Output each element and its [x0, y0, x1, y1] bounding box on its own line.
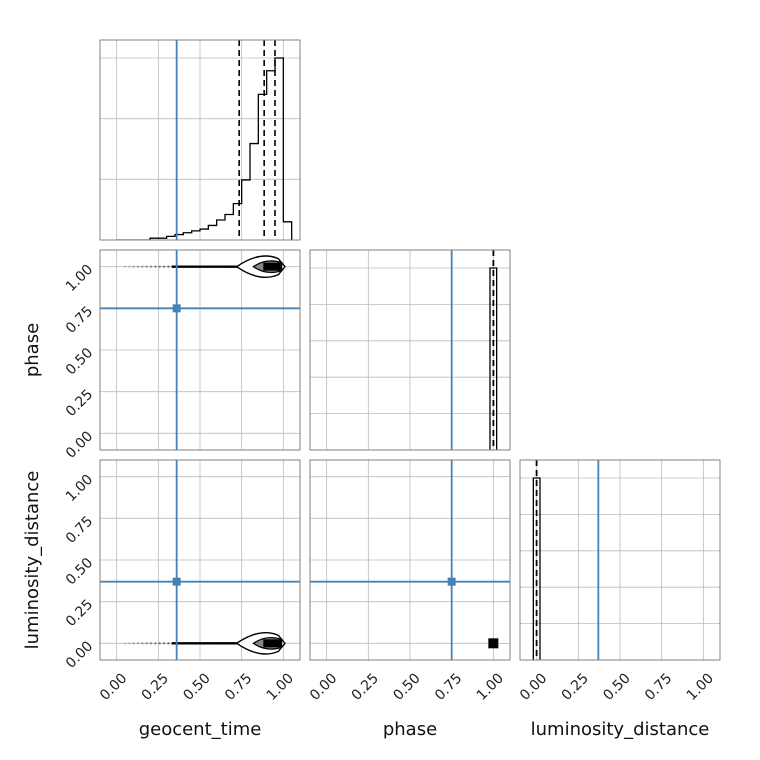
sample-point — [136, 642, 140, 645]
y-tick-label: 0.25 — [63, 387, 96, 420]
x-tick-label: 1.00 — [264, 670, 297, 703]
sample-point — [167, 642, 170, 645]
panel-hist-geocent-time — [99, 39, 301, 241]
sample-point — [128, 642, 131, 645]
x-tick-label: 0.25 — [139, 670, 172, 703]
sample-point — [158, 265, 161, 268]
y-tick-label: 1.00 — [63, 262, 96, 295]
truth-marker — [172, 304, 181, 313]
x-tick-label: 0.75 — [642, 670, 675, 703]
sample-point — [132, 642, 135, 645]
y-axis-label-luminosity-distance: luminosity_distance — [22, 471, 43, 650]
sample-point — [162, 265, 166, 268]
density-peak — [488, 638, 499, 649]
sample-point — [123, 265, 127, 268]
x-tick-label: 0.00 — [97, 670, 130, 703]
x-tick-label: 0.75 — [222, 670, 255, 703]
y-tick-label: 1.00 — [63, 472, 96, 505]
y-tick-label: 0.50 — [63, 555, 96, 588]
x-axis-label-luminosity-distance: luminosity_distance — [531, 719, 710, 740]
panel-hist-luminosity-distance — [519, 459, 721, 661]
axes-frame — [309, 459, 511, 661]
density-peak — [263, 262, 282, 271]
x-axis-label-phase: phase — [383, 719, 437, 740]
panel-luminosity-distance-vs-geocent-time — [99, 459, 301, 661]
sample-point — [149, 265, 153, 268]
histogram-step-line — [532, 477, 541, 660]
sample-point — [141, 642, 144, 645]
sample-point — [145, 265, 148, 268]
sample-point — [149, 642, 153, 645]
plot-area — [100, 40, 300, 240]
sample-point — [162, 642, 166, 645]
axes-frame — [309, 249, 511, 451]
sample-point — [154, 642, 157, 645]
truth-marker — [172, 577, 181, 586]
axes-frame — [99, 249, 301, 451]
x-tick-label: 0.75 — [432, 670, 465, 703]
histogram-step-line — [489, 267, 498, 450]
y-tick-label: 0.00 — [63, 638, 96, 671]
axes-frame — [99, 39, 301, 241]
y-tick-label: 0.00 — [63, 428, 96, 461]
sample-point — [145, 642, 148, 645]
truth-marker — [447, 577, 456, 586]
plot-area — [310, 460, 510, 660]
y-tick-label: 0.75 — [63, 303, 96, 336]
x-tick-label: 0.50 — [180, 670, 213, 703]
panel-luminosity-distance-vs-phase — [309, 459, 511, 661]
plot-area — [100, 250, 300, 450]
plot-area — [520, 460, 720, 660]
plot-area — [100, 460, 300, 660]
sample-point — [154, 265, 157, 268]
x-tick-label: 0.25 — [349, 670, 382, 703]
y-axis-label-phase: phase — [22, 323, 43, 377]
x-tick-label: 1.00 — [684, 670, 717, 703]
y-tick-label: 0.25 — [63, 597, 96, 630]
plot-area — [310, 250, 510, 450]
histogram-step-line — [116, 57, 293, 240]
x-tick-label: 0.00 — [307, 670, 340, 703]
sample-point — [136, 265, 140, 268]
x-tick-label: 0.25 — [559, 670, 592, 703]
x-axis-label-geocent-time: geocent_time — [139, 719, 262, 740]
x-tick-label: 1.00 — [474, 670, 507, 703]
sample-point — [128, 265, 131, 268]
y-tick-label: 0.75 — [63, 513, 96, 546]
panel-hist-phase — [309, 249, 511, 451]
sample-point — [123, 642, 127, 645]
sample-point — [167, 265, 170, 268]
sample-point — [141, 265, 144, 268]
axes-frame — [519, 459, 721, 661]
y-tick-label: 0.50 — [63, 345, 96, 378]
density-peak — [263, 639, 282, 648]
panel-phase-vs-geocent-time — [99, 249, 301, 451]
sample-point — [132, 265, 135, 268]
x-tick-label: 0.00 — [517, 670, 550, 703]
sample-point — [158, 642, 161, 645]
axes-frame — [99, 459, 301, 661]
tick-labels: 0.00 0.25 0.50 0.75 1.00 0.00 0.25 0.50 0.75 1.00… — [63, 262, 717, 704]
x-tick-label: 0.50 — [390, 670, 423, 703]
x-tick-label: 0.50 — [600, 670, 633, 703]
